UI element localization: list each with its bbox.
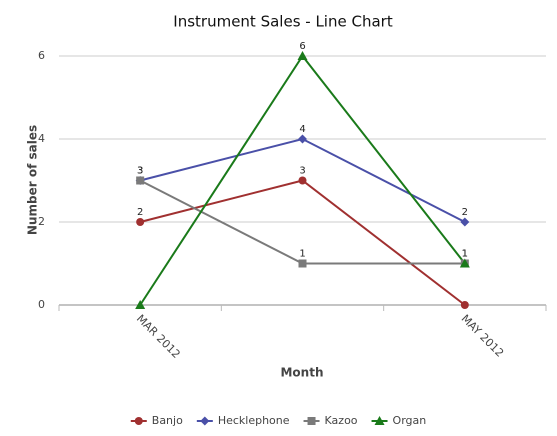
data-label: 3: [137, 166, 143, 177]
marker: [200, 416, 210, 426]
marker: [134, 417, 143, 425]
marker: [136, 218, 145, 226]
marker: [298, 176, 307, 185]
legend-item: Hecklephone: [196, 414, 290, 427]
legend-label: Banjo: [152, 414, 183, 427]
legend-item: Organ: [371, 414, 427, 427]
data-label: 1: [299, 249, 305, 260]
x-axis-title: Month: [280, 366, 323, 380]
legend: Banjo Hecklephone Kazoo Organ: [130, 414, 427, 427]
data-label: 6: [299, 41, 305, 52]
data-label: 2: [137, 207, 143, 218]
legend-label: Kazoo: [325, 414, 358, 427]
data-label: 2: [462, 207, 468, 218]
legend-label: Hecklephone: [218, 414, 290, 427]
marker: [460, 301, 469, 309]
data-label: 1: [462, 249, 468, 260]
legend-item: Kazoo: [303, 414, 358, 427]
legend-label: Organ: [393, 414, 427, 427]
y-axis-title: Number of sales: [26, 125, 40, 235]
legend-item: Banjo: [130, 414, 183, 427]
x-tick-label: MAY 2012: [459, 312, 507, 360]
marker: [136, 176, 145, 185]
data-label: 3: [299, 166, 305, 177]
x-tick-label: MAR 2012: [134, 312, 183, 361]
chart-title: Instrument Sales - Line Chart: [173, 13, 393, 31]
marker: [298, 134, 307, 144]
marker: [135, 300, 146, 309]
marker: [460, 217, 470, 227]
marker: [298, 259, 307, 268]
marker: [374, 416, 385, 425]
y-tick-label: 6: [38, 49, 45, 62]
series-line: [139, 179, 466, 306]
y-tick-label: 0: [38, 298, 45, 311]
marker: [459, 258, 470, 268]
y-tick-label: 2: [38, 215, 45, 228]
marker: [297, 51, 308, 60]
data-label: 1: [462, 249, 468, 260]
data-label: 3: [137, 166, 143, 177]
marker: [307, 417, 316, 425]
y-tick-label: 4: [38, 132, 45, 145]
data-label: 4: [299, 124, 305, 135]
